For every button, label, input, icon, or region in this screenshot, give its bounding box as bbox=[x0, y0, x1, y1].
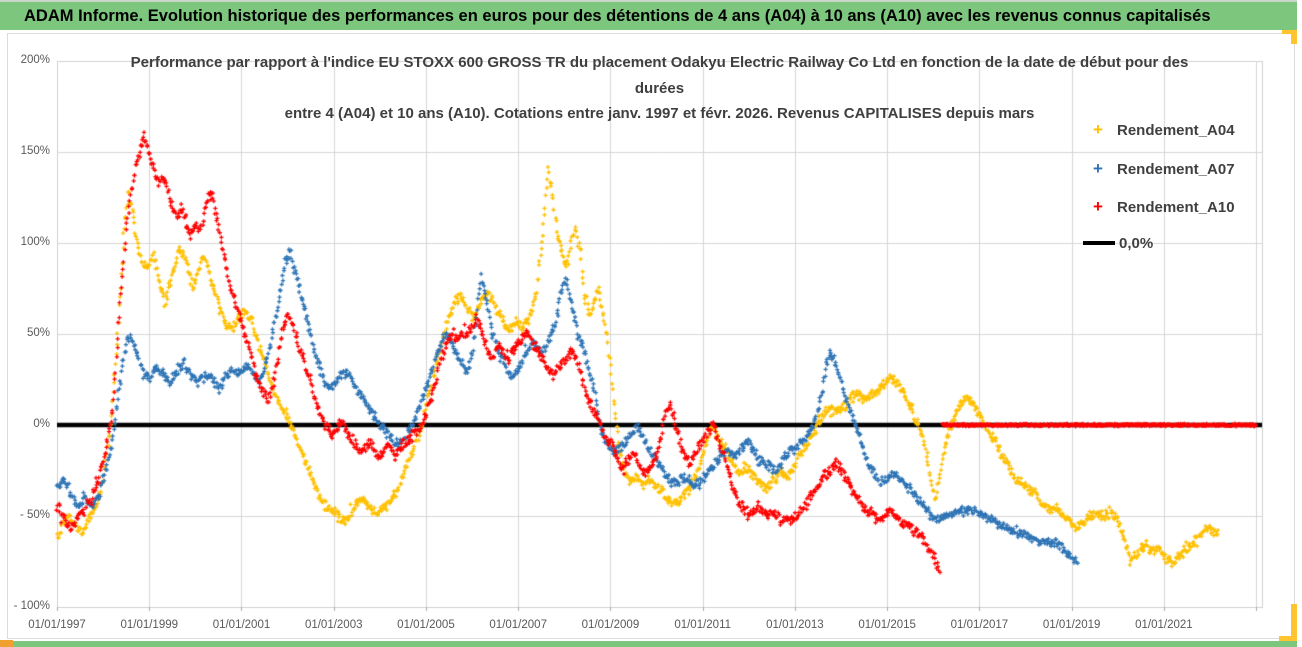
y-axis-tick-label: 0% bbox=[33, 418, 50, 430]
chart-title-line-3: entre 4 (A04) et 10 ans (A10). Cotations… bbox=[284, 105, 1035, 122]
chart-title: Performance par rapport à l'indice EU ST… bbox=[57, 50, 1262, 127]
legend-item-zero-line: 0,0% bbox=[1083, 229, 1153, 257]
x-axis-tick-label: 01/01/2015 bbox=[858, 619, 916, 631]
x-axis-tick-label: 01/01/2013 bbox=[766, 619, 824, 631]
chart-title-line-1: Performance par rapport à l'indice EU ST… bbox=[130, 54, 1189, 71]
plus-marker-icon: + bbox=[1093, 197, 1103, 216]
decorative-corner-accent bbox=[1282, 30, 1297, 34]
x-axis-tick-label: 01/01/1997 bbox=[28, 619, 86, 631]
x-axis-tick-label: 01/01/2009 bbox=[581, 619, 640, 631]
plus-marker-icon: + bbox=[1093, 159, 1103, 178]
x-axis-tick-label: 01/01/2019 bbox=[1042, 619, 1101, 631]
x-axis-tick-label: 01/01/2001 bbox=[212, 619, 271, 631]
x-axis-tick-label: 01/01/2011 bbox=[674, 619, 732, 631]
x-axis-tick-label: 01/01/2005 bbox=[397, 619, 455, 631]
legend-item-rendement-a10: + Rendement_A10 bbox=[1083, 193, 1235, 221]
legend-label: Rendement_A10 bbox=[1117, 198, 1235, 216]
y-axis-tick-label: 100% bbox=[20, 236, 50, 248]
y-axis-tick-label: 50% bbox=[26, 327, 50, 339]
chart-title-line-2: durées bbox=[634, 79, 685, 97]
x-axis-tick-label: 01/01/2021 bbox=[1135, 619, 1193, 631]
y-axis-tick-label: 200% bbox=[20, 54, 50, 66]
legend-item-rendement-a07: + Rendement_A07 bbox=[1083, 155, 1235, 183]
plus-marker-icon: + bbox=[1093, 120, 1103, 139]
y-axis-tick-label: 150% bbox=[20, 145, 50, 157]
legend-label: Rendement_A04 bbox=[1117, 121, 1235, 139]
y-axis-tick-label: - 50% bbox=[19, 509, 50, 521]
zero-line-swatch bbox=[1083, 241, 1115, 245]
legend-label: Rendement_A07 bbox=[1117, 160, 1235, 178]
bottom-strip bbox=[0, 641, 1297, 647]
legend-item-rendement-a04: + Rendement_A04 bbox=[1083, 116, 1235, 144]
x-axis-tick-label: 01/01/2003 bbox=[304, 619, 363, 631]
x-axis-tick-label: 01/01/2017 bbox=[950, 619, 1009, 631]
x-axis-tick-label: 01/01/1999 bbox=[120, 619, 179, 631]
y-axis-tick-label: - 100% bbox=[13, 600, 50, 612]
x-axis-tick-label: 01/01/2007 bbox=[489, 619, 547, 631]
decorative-corner-accent bbox=[1291, 30, 1297, 44]
decorative-corner-accent bbox=[1279, 636, 1297, 641]
legend-label: 0,0% bbox=[1119, 234, 1154, 252]
decorative-corner-accent bbox=[1291, 604, 1297, 641]
decorative-corner-accent bbox=[0, 640, 13, 647]
